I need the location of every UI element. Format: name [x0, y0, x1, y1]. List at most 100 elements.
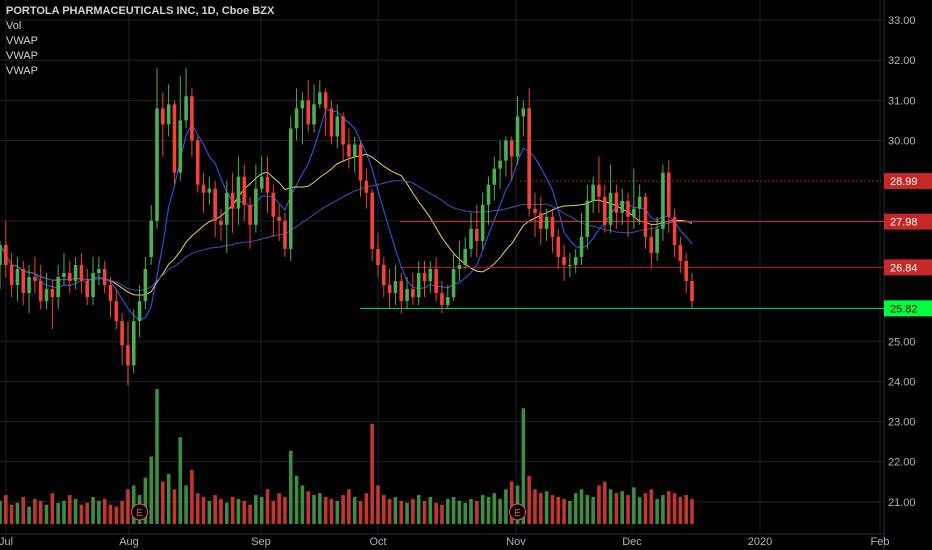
y-tick-label: 30.00	[888, 136, 916, 148]
candle-body	[224, 192, 229, 225]
volume-bar	[126, 489, 130, 524]
volume-bar	[114, 506, 119, 524]
volume-bar	[102, 498, 107, 524]
candle-body	[108, 285, 113, 302]
symbol-title[interactable]: PORTOLA PHARMACEUTICALS INC, 1D, Cboe BZ…	[6, 5, 275, 17]
candle-body	[0, 244, 2, 265]
candle-body	[56, 277, 60, 298]
volume-bar	[27, 506, 31, 524]
volume-bar	[539, 493, 543, 524]
candle-body	[21, 269, 26, 294]
candle-body	[300, 100, 305, 109]
candle-body	[9, 264, 14, 286]
candle-body	[161, 108, 165, 125]
candle-body	[329, 108, 334, 137]
candle-body	[515, 116, 520, 157]
candle-body	[230, 192, 235, 209]
legend-vwap-3[interactable]: VWAP	[6, 65, 38, 77]
volume-bar	[73, 498, 78, 524]
volume-bar	[38, 500, 43, 524]
candle-body	[463, 248, 468, 265]
candle-body	[539, 212, 543, 229]
volume-bar	[690, 498, 694, 524]
candle-body	[341, 116, 345, 145]
volume-bar	[21, 497, 26, 524]
candle-body	[207, 188, 212, 193]
volume-bar	[120, 500, 124, 524]
candle-body	[236, 176, 241, 209]
candle-body	[219, 220, 223, 225]
volume-bar	[678, 497, 683, 524]
candle-body	[370, 192, 374, 249]
volume-bar	[242, 500, 247, 524]
candle-body	[335, 116, 340, 137]
volume-bar	[393, 497, 398, 524]
volume-bar	[498, 498, 502, 524]
y-tick-label: 21.00	[888, 497, 916, 509]
volume-bar	[463, 502, 468, 524]
candle-body	[428, 269, 433, 282]
volume-bar	[184, 485, 188, 524]
volume-bar	[527, 475, 531, 524]
volume-bar	[440, 504, 444, 524]
legend-vwap-1[interactable]: VWAP	[6, 35, 38, 47]
volume-bar	[544, 491, 549, 524]
candle-body	[556, 236, 561, 257]
vwap-line-3	[0, 180, 693, 291]
volume-bar	[50, 493, 55, 524]
candle-body	[323, 92, 328, 109]
volume-bar	[259, 497, 264, 524]
candle-body	[85, 281, 90, 298]
candle-body	[416, 273, 421, 298]
volume-bar	[573, 493, 578, 524]
volume-bar	[562, 498, 566, 524]
volume-bar	[352, 497, 357, 524]
chart-legend: PORTOLA PHARMACEUTICALS INC, 1D, Cboe BZ…	[6, 4, 274, 79]
legend-vwap-2[interactable]: VWAP	[6, 50, 38, 62]
candle-body	[288, 128, 293, 249]
candle-body	[318, 92, 322, 105]
candle-body	[469, 228, 473, 249]
candle-body	[306, 100, 311, 125]
earnings-marker[interactable]	[131, 503, 149, 521]
y-tick-label: 31.00	[888, 95, 916, 107]
volume-bar	[602, 481, 607, 524]
volume-bar	[661, 495, 665, 524]
volume-bar	[33, 498, 37, 524]
volume-bar	[684, 495, 688, 524]
volume-bar	[91, 497, 95, 524]
price-level-tag[interactable]	[884, 213, 932, 230]
x-tick-label: Sep	[251, 536, 271, 548]
volume-bar	[108, 504, 113, 524]
candle-body	[15, 269, 20, 286]
volume-bar	[283, 497, 287, 524]
earnings-marker[interactable]	[509, 503, 527, 521]
candle-body	[172, 104, 177, 173]
price-level-tag-label: 26.84	[890, 262, 918, 274]
candle-body	[486, 184, 491, 205]
price-level-tag[interactable]	[884, 300, 932, 317]
legend-vol[interactable]: Vol	[6, 20, 22, 32]
volume-bar	[666, 491, 671, 524]
candle-body	[79, 264, 84, 282]
volume-bar	[131, 485, 136, 524]
volume-bar	[614, 493, 619, 524]
candle-body	[440, 293, 444, 306]
price-level-tag[interactable]	[884, 173, 932, 190]
volume-bar	[370, 423, 374, 524]
volume-bar	[637, 497, 642, 524]
candle-body	[271, 192, 276, 217]
candle-body	[73, 264, 78, 282]
candle-body	[445, 297, 450, 306]
volume-bar	[329, 498, 334, 524]
volume-bar	[161, 481, 165, 524]
volume-bar	[428, 497, 433, 524]
candle-body	[655, 228, 659, 253]
volume-bar	[201, 497, 206, 524]
price-level-tag[interactable]	[884, 259, 932, 276]
candle-body	[475, 228, 479, 241]
candle-body	[393, 281, 398, 294]
x-tick-label: Dec	[622, 536, 642, 548]
volume-bar	[166, 473, 171, 524]
